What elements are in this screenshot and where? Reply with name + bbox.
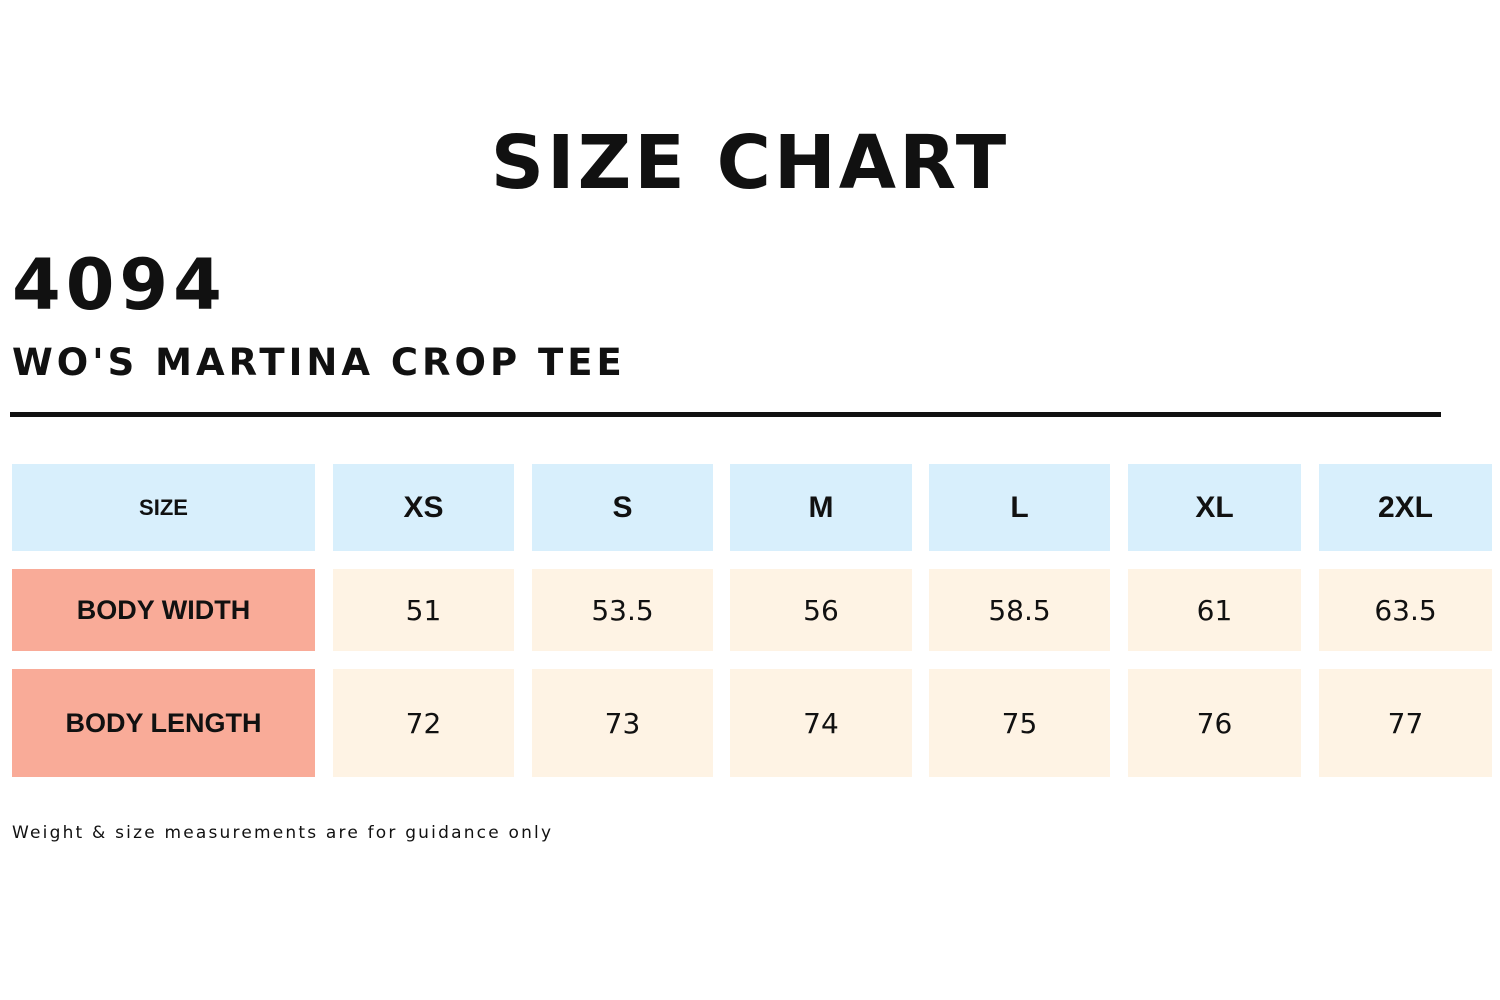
divider [10, 412, 1441, 417]
table-cell: 75 [929, 669, 1110, 777]
table-cell: 77 [1319, 669, 1492, 777]
row-label-body-width: BODY WIDTH [12, 569, 315, 651]
table-cell: 61 [1128, 569, 1301, 651]
size-header-label: SIZE [12, 464, 315, 551]
row-label-body-length: BODY LENGTH [12, 669, 315, 777]
table-cell: 74 [730, 669, 912, 777]
size-header-m: M [730, 464, 912, 551]
page-title: SIZE CHART [490, 120, 1010, 206]
table-cell: 58.5 [929, 569, 1110, 651]
product-code: 4094 [12, 244, 227, 326]
table-cell: 76 [1128, 669, 1301, 777]
table-cell: 53.5 [532, 569, 713, 651]
footnote: Weight & size measurements are for guida… [12, 823, 554, 843]
size-header-s: S [532, 464, 713, 551]
table-cell: 73 [532, 669, 713, 777]
size-header-2xl: 2XL [1319, 464, 1492, 551]
size-header-l: L [929, 464, 1110, 551]
table-cell: 56 [730, 569, 912, 651]
size-header-xs: XS [333, 464, 514, 551]
table-cell: 63.5 [1319, 569, 1492, 651]
size-header-xl: XL [1128, 464, 1301, 551]
product-name: WO'S MARTINA CROP TEE [12, 341, 626, 384]
table-cell: 72 [333, 669, 514, 777]
table-cell: 51 [333, 569, 514, 651]
